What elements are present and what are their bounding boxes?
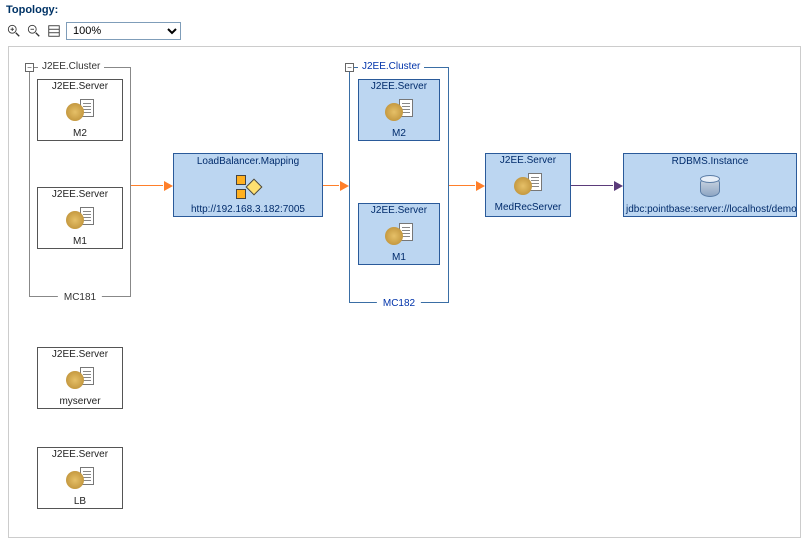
node-lb[interactable]: J2EE.Server LB — [37, 447, 123, 509]
node-title: LoadBalancer.Mapping — [174, 154, 322, 169]
node-c1_m2[interactable]: J2EE.Server M2 — [37, 79, 123, 141]
server-icon — [64, 363, 96, 395]
canvas: −J2EE.ClusterMC181−J2EE.ClusterMC182J2EE… — [8, 46, 801, 538]
node-label: MedRecServer — [486, 201, 570, 213]
node-title: J2EE.Server — [486, 154, 570, 167]
node-label: myserver — [38, 395, 122, 407]
node-medrec[interactable]: J2EE.Server MedRecServer — [485, 153, 571, 217]
server-icon — [64, 203, 96, 235]
server-icon — [64, 463, 96, 495]
server-icon — [64, 95, 96, 127]
cluster-title: J2EE.Cluster — [38, 61, 104, 72]
node-title: J2EE.Server — [38, 348, 122, 361]
node-rdbms[interactable]: RDBMS.Instance jdbc:pointbase:server://lo… — [623, 153, 797, 217]
collapse-icon[interactable]: − — [345, 63, 354, 72]
cluster-footer: MC182 — [377, 298, 421, 309]
node-title: RDBMS.Instance — [624, 154, 796, 169]
node-title: J2EE.Server — [359, 80, 439, 93]
zoom-out-icon[interactable] — [26, 23, 42, 39]
node-label: M2 — [38, 127, 122, 139]
zoom-in-icon[interactable] — [6, 23, 22, 39]
fit-view-icon[interactable] — [46, 23, 62, 39]
server-icon — [383, 219, 415, 251]
server-icon — [512, 169, 544, 201]
arrow-2 — [449, 185, 485, 187]
arrow-1 — [323, 185, 349, 187]
server-icon — [383, 95, 415, 127]
node-c2_m2[interactable]: J2EE.Server M2 — [358, 79, 440, 141]
toolbar: 100% — [0, 20, 809, 42]
node-lbmap[interactable]: LoadBalancer.Mapping http://192.168.3.182… — [173, 153, 323, 217]
cluster-footer: MC181 — [58, 292, 102, 303]
node-label: M2 — [359, 127, 439, 139]
zoom-select[interactable]: 100% — [66, 22, 181, 40]
node-title: J2EE.Server — [38, 188, 122, 201]
cluster-title: J2EE.Cluster — [358, 61, 424, 72]
node-icon — [232, 171, 264, 203]
node-label: LB — [38, 495, 122, 507]
node-title: J2EE.Server — [38, 80, 122, 93]
node-title: J2EE.Server — [38, 448, 122, 461]
collapse-icon[interactable]: − — [25, 63, 34, 72]
node-title: J2EE.Server — [359, 204, 439, 217]
node-label: M1 — [359, 251, 439, 263]
arrow-0 — [131, 185, 173, 187]
node-footer: http://192.168.3.182:7005 — [174, 203, 322, 216]
node-c2_m1[interactable]: J2EE.Server M1 — [358, 203, 440, 265]
node-label: M1 — [38, 235, 122, 247]
page-title: Topology: — [0, 0, 809, 20]
node-c1_m1[interactable]: J2EE.Server M1 — [37, 187, 123, 249]
node-icon — [694, 171, 726, 203]
node-myserver[interactable]: J2EE.Server myserver — [37, 347, 123, 409]
arrow-3 — [571, 185, 623, 187]
node-footer: jdbc:pointbase:server://localhost/demo — [624, 203, 796, 216]
